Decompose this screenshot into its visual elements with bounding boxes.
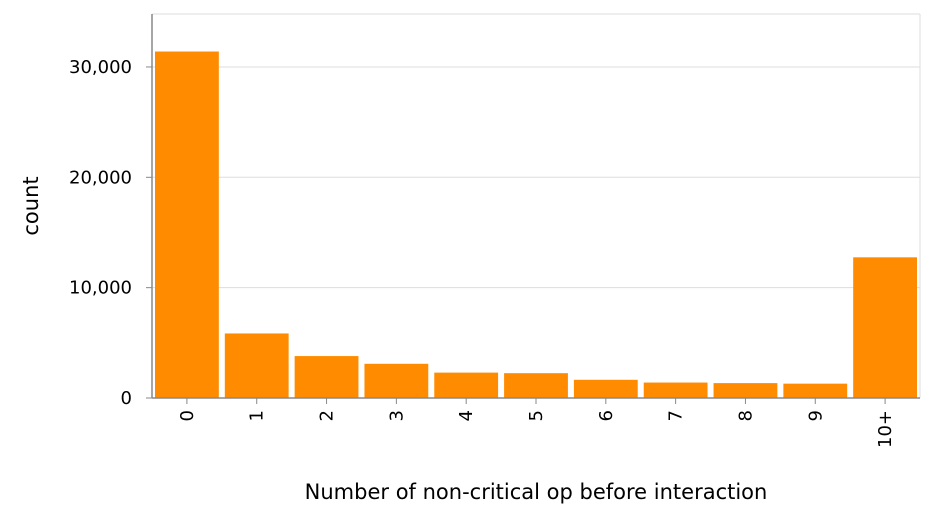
- x-tick-label: 6: [596, 410, 617, 421]
- bars: [155, 51, 917, 398]
- bar: [504, 373, 568, 398]
- x-tick-label: 4: [456, 410, 477, 421]
- y-tick-label: 10,000: [69, 278, 132, 299]
- x-tick-label: 0: [177, 410, 198, 421]
- x-tick-label: 2: [317, 410, 338, 421]
- x-tick-label: 1: [247, 410, 268, 421]
- bar: [224, 333, 289, 398]
- x-tick-label: 8: [735, 410, 756, 421]
- x-tick-label: 9: [805, 410, 826, 421]
- x-tick-label: 10+: [875, 410, 896, 448]
- grid-lines: [152, 13, 921, 398]
- y-axis-title: count: [19, 176, 43, 235]
- bar: [155, 51, 219, 398]
- y-tick-label: 0: [121, 388, 132, 409]
- x-tick-label: 3: [386, 410, 407, 421]
- bar: [434, 372, 499, 398]
- x-tick-label: 7: [666, 410, 687, 421]
- bar: [573, 379, 638, 398]
- y-tick-label: 20,000: [69, 167, 132, 188]
- x-axis-title: Number of non-critical op before interac…: [305, 480, 768, 504]
- bar: [294, 356, 359, 398]
- x-axis: 0 1 2 3 4 5 6 7 8 9 10+: [152, 397, 920, 448]
- bar: [783, 383, 848, 398]
- bar: [364, 363, 429, 398]
- y-axis: 0 10,000 20,000 30,000: [69, 14, 153, 409]
- bar: [713, 383, 778, 398]
- bar: [643, 382, 708, 398]
- bar: [853, 257, 917, 398]
- y-tick-label: 30,000: [69, 57, 132, 78]
- x-tick-label: 5: [526, 410, 547, 421]
